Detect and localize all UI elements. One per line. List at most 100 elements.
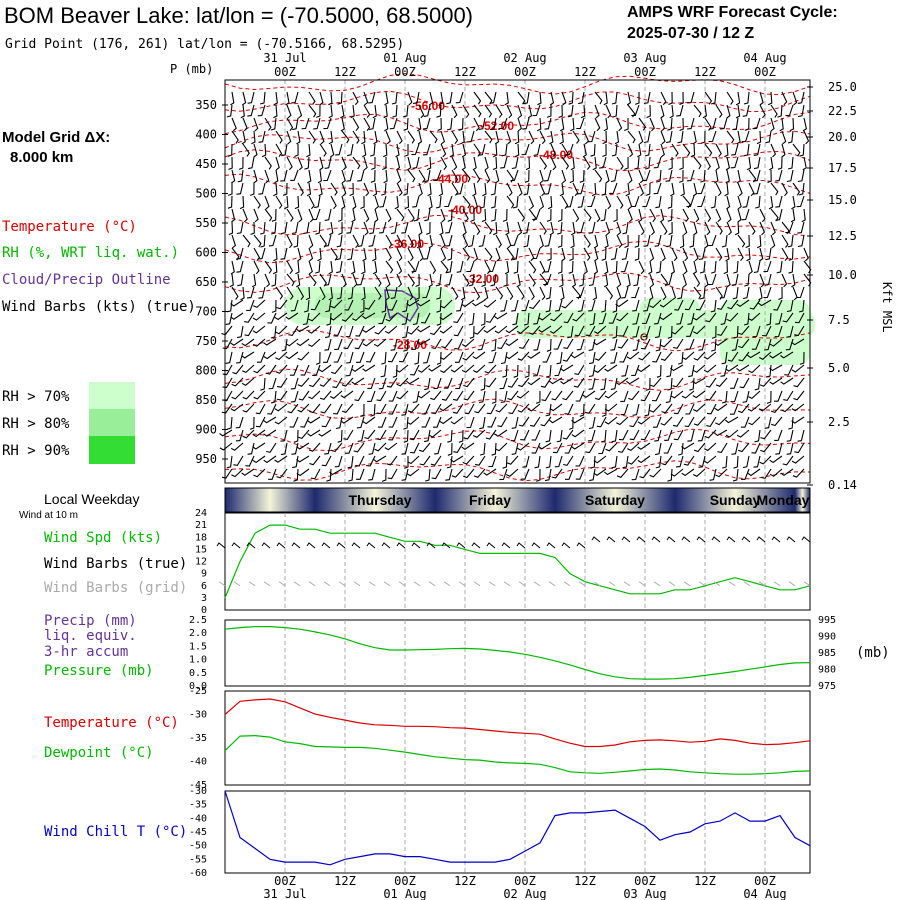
wind-barb	[462, 221, 467, 236]
wind-barb	[711, 260, 717, 274]
wind-barb	[747, 351, 761, 359]
wind-barb	[415, 273, 420, 288]
wind-barb	[660, 416, 673, 426]
wind-barb	[737, 195, 742, 210]
wind-barb	[357, 169, 365, 182]
wind-barb	[366, 542, 376, 549]
wind-barb	[726, 130, 735, 144]
wind-barb	[724, 182, 729, 197]
wind-barb	[440, 143, 447, 158]
wind-barb	[404, 456, 409, 469]
wind-barb	[275, 286, 284, 300]
wind-barb	[446, 260, 453, 274]
wind-barb	[797, 91, 805, 104]
pressure-tick-label: 985	[818, 648, 836, 659]
wind-barb	[236, 325, 244, 339]
pressure-tick-label: 995	[818, 615, 836, 626]
wind-barb	[219, 429, 233, 437]
wind-barb	[415, 286, 420, 301]
wind-barb	[508, 403, 519, 415]
wind-barb	[643, 234, 651, 247]
wind-barb	[267, 403, 277, 415]
wind-barb	[308, 130, 316, 144]
wind-barb	[786, 442, 794, 455]
y-tick-label: 24	[195, 508, 207, 519]
wind-barb	[671, 143, 679, 157]
wind-barb	[315, 221, 321, 235]
weekday-label: Saturday	[585, 492, 645, 508]
wind-barb	[352, 195, 357, 210]
wind-barb	[490, 195, 497, 209]
wind-barb	[738, 403, 750, 414]
wind-barb	[379, 195, 387, 208]
wind-barb	[714, 169, 719, 184]
wind-barb	[452, 403, 464, 414]
wind-barb	[756, 536, 766, 543]
temperature-contour	[224, 329, 811, 352]
wind-barb	[715, 143, 722, 158]
wind-barb	[517, 104, 523, 119]
wind-barb	[336, 286, 343, 300]
wind-barb	[280, 442, 288, 456]
wind-barb	[756, 130, 762, 145]
wind-barb	[514, 143, 520, 158]
y-tick-label: 2.5	[189, 615, 207, 626]
wind-barb	[543, 273, 552, 286]
wind-barb	[588, 299, 596, 312]
wind-barb	[240, 286, 245, 301]
wind-barb	[336, 247, 343, 261]
wind-barb	[686, 195, 695, 208]
wind-barb	[337, 91, 343, 105]
wind-barb	[294, 143, 299, 158]
wind-barb	[549, 221, 554, 236]
wind-barb	[604, 260, 609, 275]
wind-barb	[341, 312, 354, 322]
wind-barb	[396, 260, 403, 275]
wind-barb	[268, 468, 277, 480]
wind-barb	[255, 403, 266, 415]
wind-barb	[226, 455, 233, 469]
wind-barb	[634, 247, 640, 261]
wind-barb	[693, 221, 698, 236]
wind-barb	[726, 312, 739, 322]
wind-barb	[315, 351, 321, 365]
wind-barb	[435, 195, 442, 209]
wind-barb	[756, 234, 762, 249]
wind-barb	[235, 351, 244, 364]
wind-barb	[527, 403, 541, 412]
wind-barb	[665, 169, 673, 182]
wind-barb	[347, 286, 354, 300]
wind-barb	[687, 312, 695, 325]
wind-barb	[401, 442, 409, 455]
wind-barb	[431, 403, 442, 415]
wind-barb	[317, 247, 322, 262]
time-tick-label: 00Z	[754, 65, 776, 79]
wind-barb	[692, 377, 706, 385]
wind-barb	[435, 273, 442, 287]
wind-barb	[412, 91, 420, 105]
wind-barb	[532, 247, 541, 260]
grid-wind-barb	[638, 581, 646, 587]
wind-barb	[736, 130, 741, 145]
wind-barb	[801, 536, 811, 543]
wind-barb	[466, 260, 475, 273]
wind-barb	[582, 390, 596, 398]
wind-barb	[554, 455, 563, 468]
wind-barb	[538, 325, 552, 333]
y-tick-label: 0	[201, 605, 207, 616]
wind-barb	[455, 377, 464, 390]
wind-barb	[506, 247, 515, 261]
wind-barb	[270, 390, 277, 404]
wind-barb	[337, 429, 343, 443]
wind-barb	[253, 143, 258, 158]
wind-barb	[320, 403, 332, 414]
y-tick-label: 9	[201, 569, 207, 580]
wind-barb	[453, 325, 464, 337]
wind-barb	[571, 273, 577, 288]
weekday-label: Friday	[469, 492, 511, 508]
date-label: 03 Aug	[623, 51, 666, 65]
wind-barb	[356, 351, 365, 363]
wind-barb	[297, 156, 303, 171]
wind-barb	[635, 92, 640, 105]
wind-barb	[765, 364, 772, 378]
